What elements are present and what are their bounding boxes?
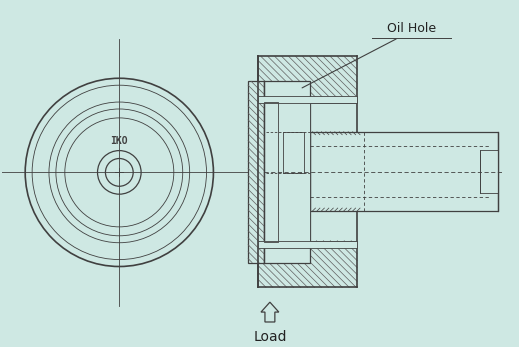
Bar: [264, 81, 309, 263]
Text: Oil Hole: Oil Hole: [387, 22, 436, 35]
Text: Load: Load: [253, 330, 286, 344]
Bar: [258, 96, 357, 103]
Bar: [283, 132, 304, 174]
Text: IKO: IKO: [111, 136, 128, 146]
Bar: [248, 81, 264, 263]
Bar: [480, 150, 498, 193]
Bar: [258, 241, 357, 248]
Polygon shape: [261, 302, 279, 322]
Bar: [309, 132, 498, 211]
Bar: [278, 102, 309, 242]
